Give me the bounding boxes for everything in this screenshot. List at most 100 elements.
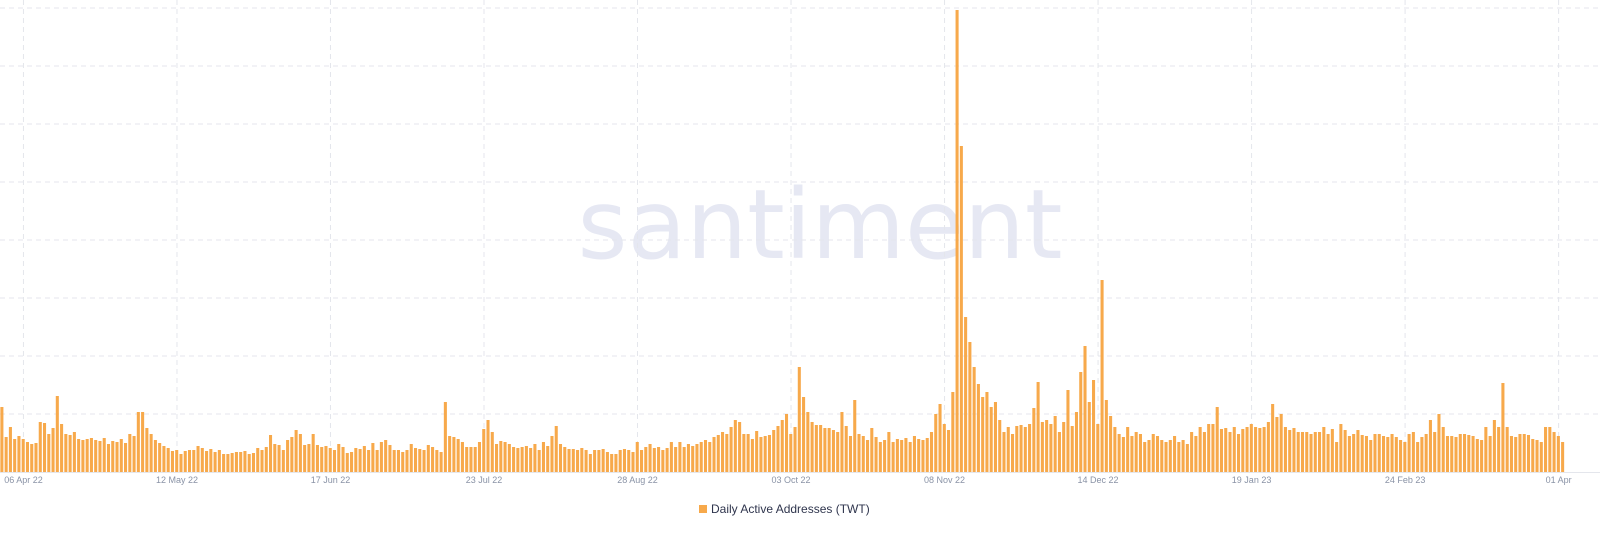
bar xyxy=(900,440,904,472)
bar xyxy=(170,451,174,472)
bar xyxy=(1399,440,1403,472)
bar xyxy=(1062,422,1066,472)
bar xyxy=(132,436,136,472)
bar xyxy=(8,427,12,472)
bar xyxy=(703,440,708,472)
bar xyxy=(1096,424,1100,472)
x-tick-label: 08 Nov 22 xyxy=(924,475,965,485)
bar xyxy=(290,437,294,472)
bar xyxy=(789,434,793,472)
bar xyxy=(1403,442,1407,472)
bar xyxy=(814,425,818,472)
bar xyxy=(145,428,149,472)
bar xyxy=(1006,427,1010,472)
bar xyxy=(111,441,115,472)
bar xyxy=(648,444,652,472)
bar xyxy=(205,451,209,472)
bar xyxy=(350,452,354,472)
bar xyxy=(1339,424,1343,472)
bar xyxy=(1092,380,1096,472)
bar xyxy=(652,448,656,472)
bar xyxy=(1288,430,1292,472)
bar xyxy=(1266,422,1270,472)
bar xyxy=(213,452,217,472)
bar xyxy=(358,449,362,472)
bar xyxy=(162,446,166,472)
bar xyxy=(934,414,938,472)
bar xyxy=(1019,425,1023,472)
bar xyxy=(51,428,55,472)
bar xyxy=(307,444,311,472)
bar xyxy=(904,438,908,472)
bar xyxy=(1279,414,1283,472)
bar xyxy=(691,446,695,472)
bar xyxy=(392,450,396,472)
bar xyxy=(1164,442,1168,472)
bar xyxy=(1194,436,1198,472)
bar xyxy=(1480,440,1484,472)
bar xyxy=(1522,434,1526,472)
bar xyxy=(1407,434,1411,472)
bar xyxy=(260,450,264,472)
bar xyxy=(780,420,784,472)
bar xyxy=(759,437,763,472)
bar xyxy=(1492,420,1496,472)
bar xyxy=(128,434,132,472)
x-tick-label: 06 Apr 22 xyxy=(4,475,43,485)
bar xyxy=(1087,402,1091,472)
bar xyxy=(141,412,145,472)
bar xyxy=(767,435,771,472)
bar xyxy=(644,447,648,472)
bar xyxy=(524,446,528,472)
bar xyxy=(1190,432,1194,472)
bar xyxy=(712,437,716,472)
bar xyxy=(925,438,929,472)
bar xyxy=(1539,442,1543,472)
bar xyxy=(1100,280,1104,472)
bar xyxy=(678,442,682,472)
bar xyxy=(917,439,921,472)
bar xyxy=(1373,434,1377,472)
bar xyxy=(550,436,554,472)
bar xyxy=(1117,434,1121,472)
bar xyxy=(1313,432,1317,472)
bar xyxy=(699,442,703,472)
bar xyxy=(1300,432,1305,472)
bar xyxy=(1454,437,1458,472)
bar xyxy=(686,444,690,472)
bar xyxy=(1360,435,1364,472)
x-tick-label: 17 Jun 22 xyxy=(311,475,351,485)
bar xyxy=(733,420,737,472)
bar xyxy=(563,447,567,472)
x-tick-label: 14 Dec 22 xyxy=(1078,475,1119,485)
bar xyxy=(750,439,754,472)
bar xyxy=(810,422,814,472)
bar xyxy=(55,396,59,472)
bar xyxy=(891,442,895,472)
bar xyxy=(77,439,81,472)
bar xyxy=(495,444,499,472)
bar xyxy=(1147,440,1151,472)
bar xyxy=(571,449,575,472)
bar xyxy=(1023,427,1027,472)
bar xyxy=(661,450,665,472)
bar xyxy=(98,441,102,472)
bar xyxy=(286,440,290,472)
bar xyxy=(1070,426,1074,472)
bar xyxy=(912,436,916,472)
bar xyxy=(324,446,328,472)
bar xyxy=(1181,440,1185,472)
bar xyxy=(657,447,661,472)
bar xyxy=(955,10,959,472)
bar xyxy=(618,450,622,472)
bar xyxy=(1032,408,1036,472)
bar xyxy=(4,437,8,472)
bar xyxy=(1160,440,1164,472)
bar xyxy=(13,439,17,472)
bar xyxy=(1471,436,1475,472)
bar xyxy=(81,440,85,472)
x-tick-label: 12 May 22 xyxy=(156,475,198,485)
bar xyxy=(1245,427,1249,472)
bar xyxy=(21,439,25,472)
bar xyxy=(507,444,511,472)
